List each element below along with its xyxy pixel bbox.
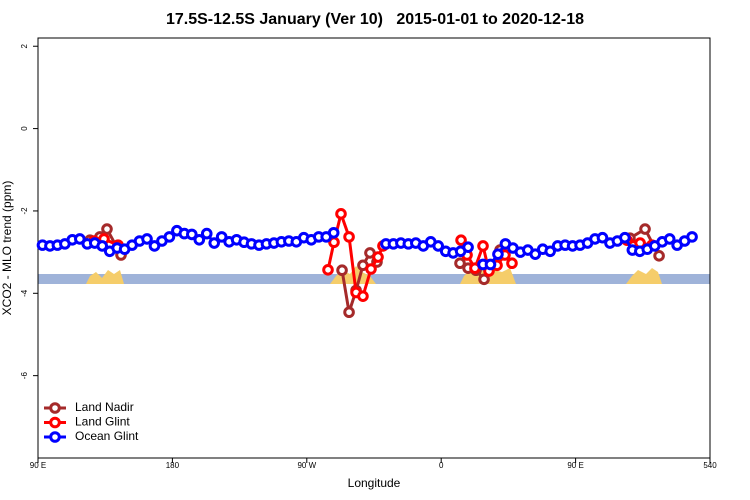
x-tick-label: 540	[703, 461, 717, 470]
data-point	[529, 248, 542, 260]
data-point	[492, 248, 504, 260]
data-point	[506, 257, 518, 270]
x-tick-label: 90 W	[297, 461, 316, 470]
data-point	[215, 231, 228, 243]
data-point	[663, 233, 676, 245]
data-point	[432, 240, 445, 252]
data-point	[336, 264, 348, 277]
y-tick-label: 2	[20, 43, 29, 48]
legend-marker	[49, 431, 61, 443]
surface-band	[38, 274, 710, 284]
data-point	[477, 240, 489, 252]
data-point	[163, 231, 176, 243]
x-tick-label: 90 E	[567, 461, 583, 470]
chart-title: 17.5S-12.5S January (Ver 10) 2015-01-01 …	[166, 11, 584, 28]
data-point	[462, 241, 474, 253]
data-point	[208, 237, 221, 249]
legend-label: Land Nadir	[75, 400, 134, 414]
data-point	[322, 264, 334, 276]
y-tick-label: 0	[20, 126, 29, 131]
data-point	[686, 231, 698, 243]
data-point	[327, 226, 340, 239]
data-point	[544, 245, 557, 258]
data-point	[101, 223, 113, 235]
x-tick-label: 0	[439, 461, 444, 470]
data-point	[484, 258, 497, 271]
data-point	[365, 263, 377, 275]
y-axis-label: XCO2 - MLO trend (ppm)	[0, 181, 14, 316]
data-point	[653, 250, 665, 262]
y-tick-label: -4	[20, 289, 29, 297]
data-point	[478, 273, 490, 286]
data-point	[455, 234, 467, 246]
x-axis-label: Longitude	[348, 476, 401, 490]
data-point	[186, 228, 198, 241]
data-point	[96, 240, 109, 252]
y-tick-label: -2	[20, 207, 29, 215]
data-point	[148, 240, 161, 252]
legend-label: Ocean Glint	[75, 429, 139, 443]
data-point	[335, 208, 347, 220]
data-point	[141, 233, 153, 245]
data-point	[619, 231, 631, 244]
y-tick-label: -6	[20, 372, 29, 380]
x-tick-label: 90 E	[30, 461, 46, 470]
legend-marker	[49, 416, 61, 429]
data-point	[343, 306, 355, 319]
data-point	[454, 257, 466, 270]
data-point	[193, 233, 206, 246]
x-tick-label: 180	[166, 461, 180, 470]
data-point	[372, 251, 384, 263]
data-point	[596, 231, 609, 244]
data-point	[357, 290, 369, 302]
data-point	[74, 233, 86, 245]
data-point	[343, 231, 355, 243]
data-point	[200, 227, 213, 240]
legend-label: Land Glint	[75, 415, 130, 429]
legend-marker	[49, 402, 61, 414]
data-point	[639, 223, 651, 235]
